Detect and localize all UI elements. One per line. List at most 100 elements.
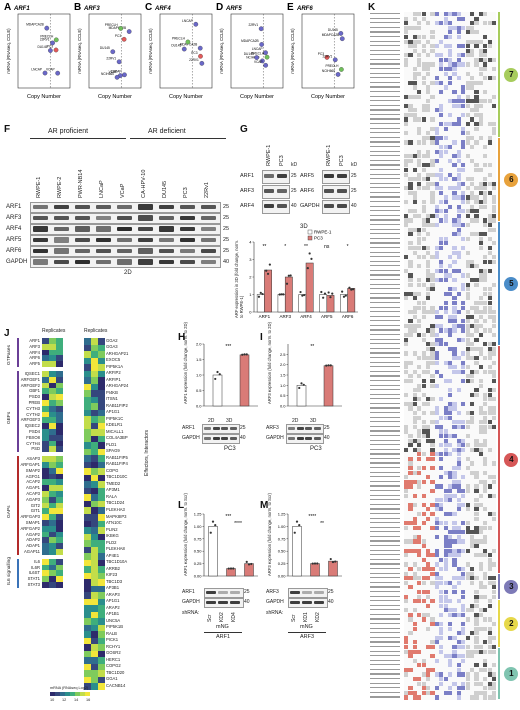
heatmap-cell (430, 346, 435, 351)
y-tick-label: 0.5 (280, 393, 286, 398)
heatmap-cell (470, 411, 475, 416)
heatmap-cell (448, 112, 453, 118)
heatmap-cell (426, 278, 431, 283)
heatmap-cell (492, 635, 497, 640)
heatmap-cell (483, 507, 488, 512)
scale-tick: 10 (50, 698, 55, 702)
heatmap-cell (417, 236, 422, 241)
heatmap-cell (443, 85, 448, 90)
heatmap-cell (470, 447, 475, 452)
heatmap-cell (474, 599, 479, 604)
heatmap-cell (421, 424, 426, 429)
bar (277, 294, 286, 313)
gene-label: AGAP1 (26, 485, 40, 491)
heatmap-cell (456, 452, 461, 457)
row-name-stub (370, 150, 400, 152)
heatmap-cell (412, 209, 417, 214)
heatmap-cell (421, 690, 426, 695)
row-name-stub (370, 214, 400, 216)
heatmap-cell (465, 466, 470, 471)
heatmap-cell (98, 605, 105, 612)
heatmap-cell (421, 282, 426, 287)
heatmap-cell (456, 227, 461, 232)
y-tick-label: 0.0 (280, 404, 286, 409)
heatmap-cell (439, 594, 444, 599)
heatmap-cell (91, 448, 98, 456)
heatmap-cell (452, 466, 457, 471)
heatmap-cell (84, 527, 91, 534)
heatmap-cell (465, 644, 470, 650)
heatmap-cell (452, 67, 457, 72)
row-name-stub (370, 375, 400, 377)
heatmap-cell (448, 12, 453, 17)
heatmap-cell (404, 539, 409, 544)
blot-band (229, 436, 237, 440)
heatmap-cell (84, 514, 91, 521)
heatmap-cell (470, 259, 475, 264)
heatmap-cell (474, 544, 479, 549)
heatmap-cell (456, 695, 461, 700)
gene-label: ARF4 (29, 349, 40, 355)
heatmap-cell (408, 521, 413, 526)
heatmap-cell (487, 640, 492, 645)
heatmap-cell (434, 686, 439, 691)
kd-marker: 25 (223, 204, 230, 210)
heatmap-cell (91, 631, 98, 638)
heatmap-cell (492, 323, 497, 329)
row-name-stub (370, 173, 400, 175)
heatmap-cell (426, 131, 431, 136)
gene-label: ARAP2 (106, 604, 120, 610)
heatmap-cell (448, 34, 453, 40)
heatmap-cell (426, 149, 431, 154)
heatmap-cell (84, 605, 91, 612)
heatmap-cell (42, 355, 49, 362)
heatmap-cell (483, 534, 488, 539)
blot-band (96, 215, 111, 221)
y-tick-label: 1.0 (196, 373, 202, 378)
heatmap-cell (56, 496, 63, 503)
heatmap-cell (461, 622, 466, 627)
gene-label: KDELR1 (106, 422, 123, 428)
heatmap-cell (465, 103, 470, 108)
heatmap-cell (91, 370, 98, 378)
heatmap-cell (426, 516, 431, 521)
heatmap-cell (461, 530, 466, 535)
blot-band (33, 215, 48, 221)
heatmap-cell (434, 245, 439, 251)
row-label: ARF4 (240, 203, 255, 209)
heatmap-cell (465, 617, 470, 622)
data-point (342, 295, 346, 298)
heatmap-cell (91, 598, 98, 606)
heatmap-cell (404, 667, 409, 673)
heatmap-cell (443, 654, 448, 659)
group-label-ar-proficient: AR proficient (48, 128, 89, 135)
heatmap-cell (408, 154, 413, 159)
heatmap-cell (487, 580, 492, 585)
heatmap-cell (49, 520, 56, 526)
heatmap-cell (430, 443, 435, 448)
heatmap-cell (412, 525, 417, 530)
kd-marker: 40 (328, 599, 334, 605)
heatmap-cell (430, 622, 435, 627)
heatmap-cell (434, 204, 439, 209)
lane-label: CA-HPV-10 (141, 169, 147, 198)
heatmap-cell (417, 443, 422, 448)
heatmap-cell (448, 346, 453, 351)
heatmap-cell (404, 39, 409, 44)
scale-tick: 16 (86, 698, 91, 702)
heatmap-cell (426, 672, 431, 677)
kd-marker: 25 (223, 237, 230, 243)
heatmap-cell (412, 502, 417, 507)
heatmap-cell (84, 390, 91, 397)
heatmap-cell (421, 411, 426, 416)
heatmap-cell (474, 663, 479, 668)
heatmap-cell (404, 103, 409, 108)
row-name-stub (370, 535, 400, 538)
row-label: ARF1 (6, 204, 22, 210)
gene-label: ITSN1 (106, 396, 118, 402)
heatmap-cell (465, 80, 470, 85)
heatmap-cell (456, 456, 461, 462)
heatmap-cell (448, 204, 453, 209)
heatmap-cell (452, 433, 457, 439)
heatmap-cell (417, 356, 422, 361)
